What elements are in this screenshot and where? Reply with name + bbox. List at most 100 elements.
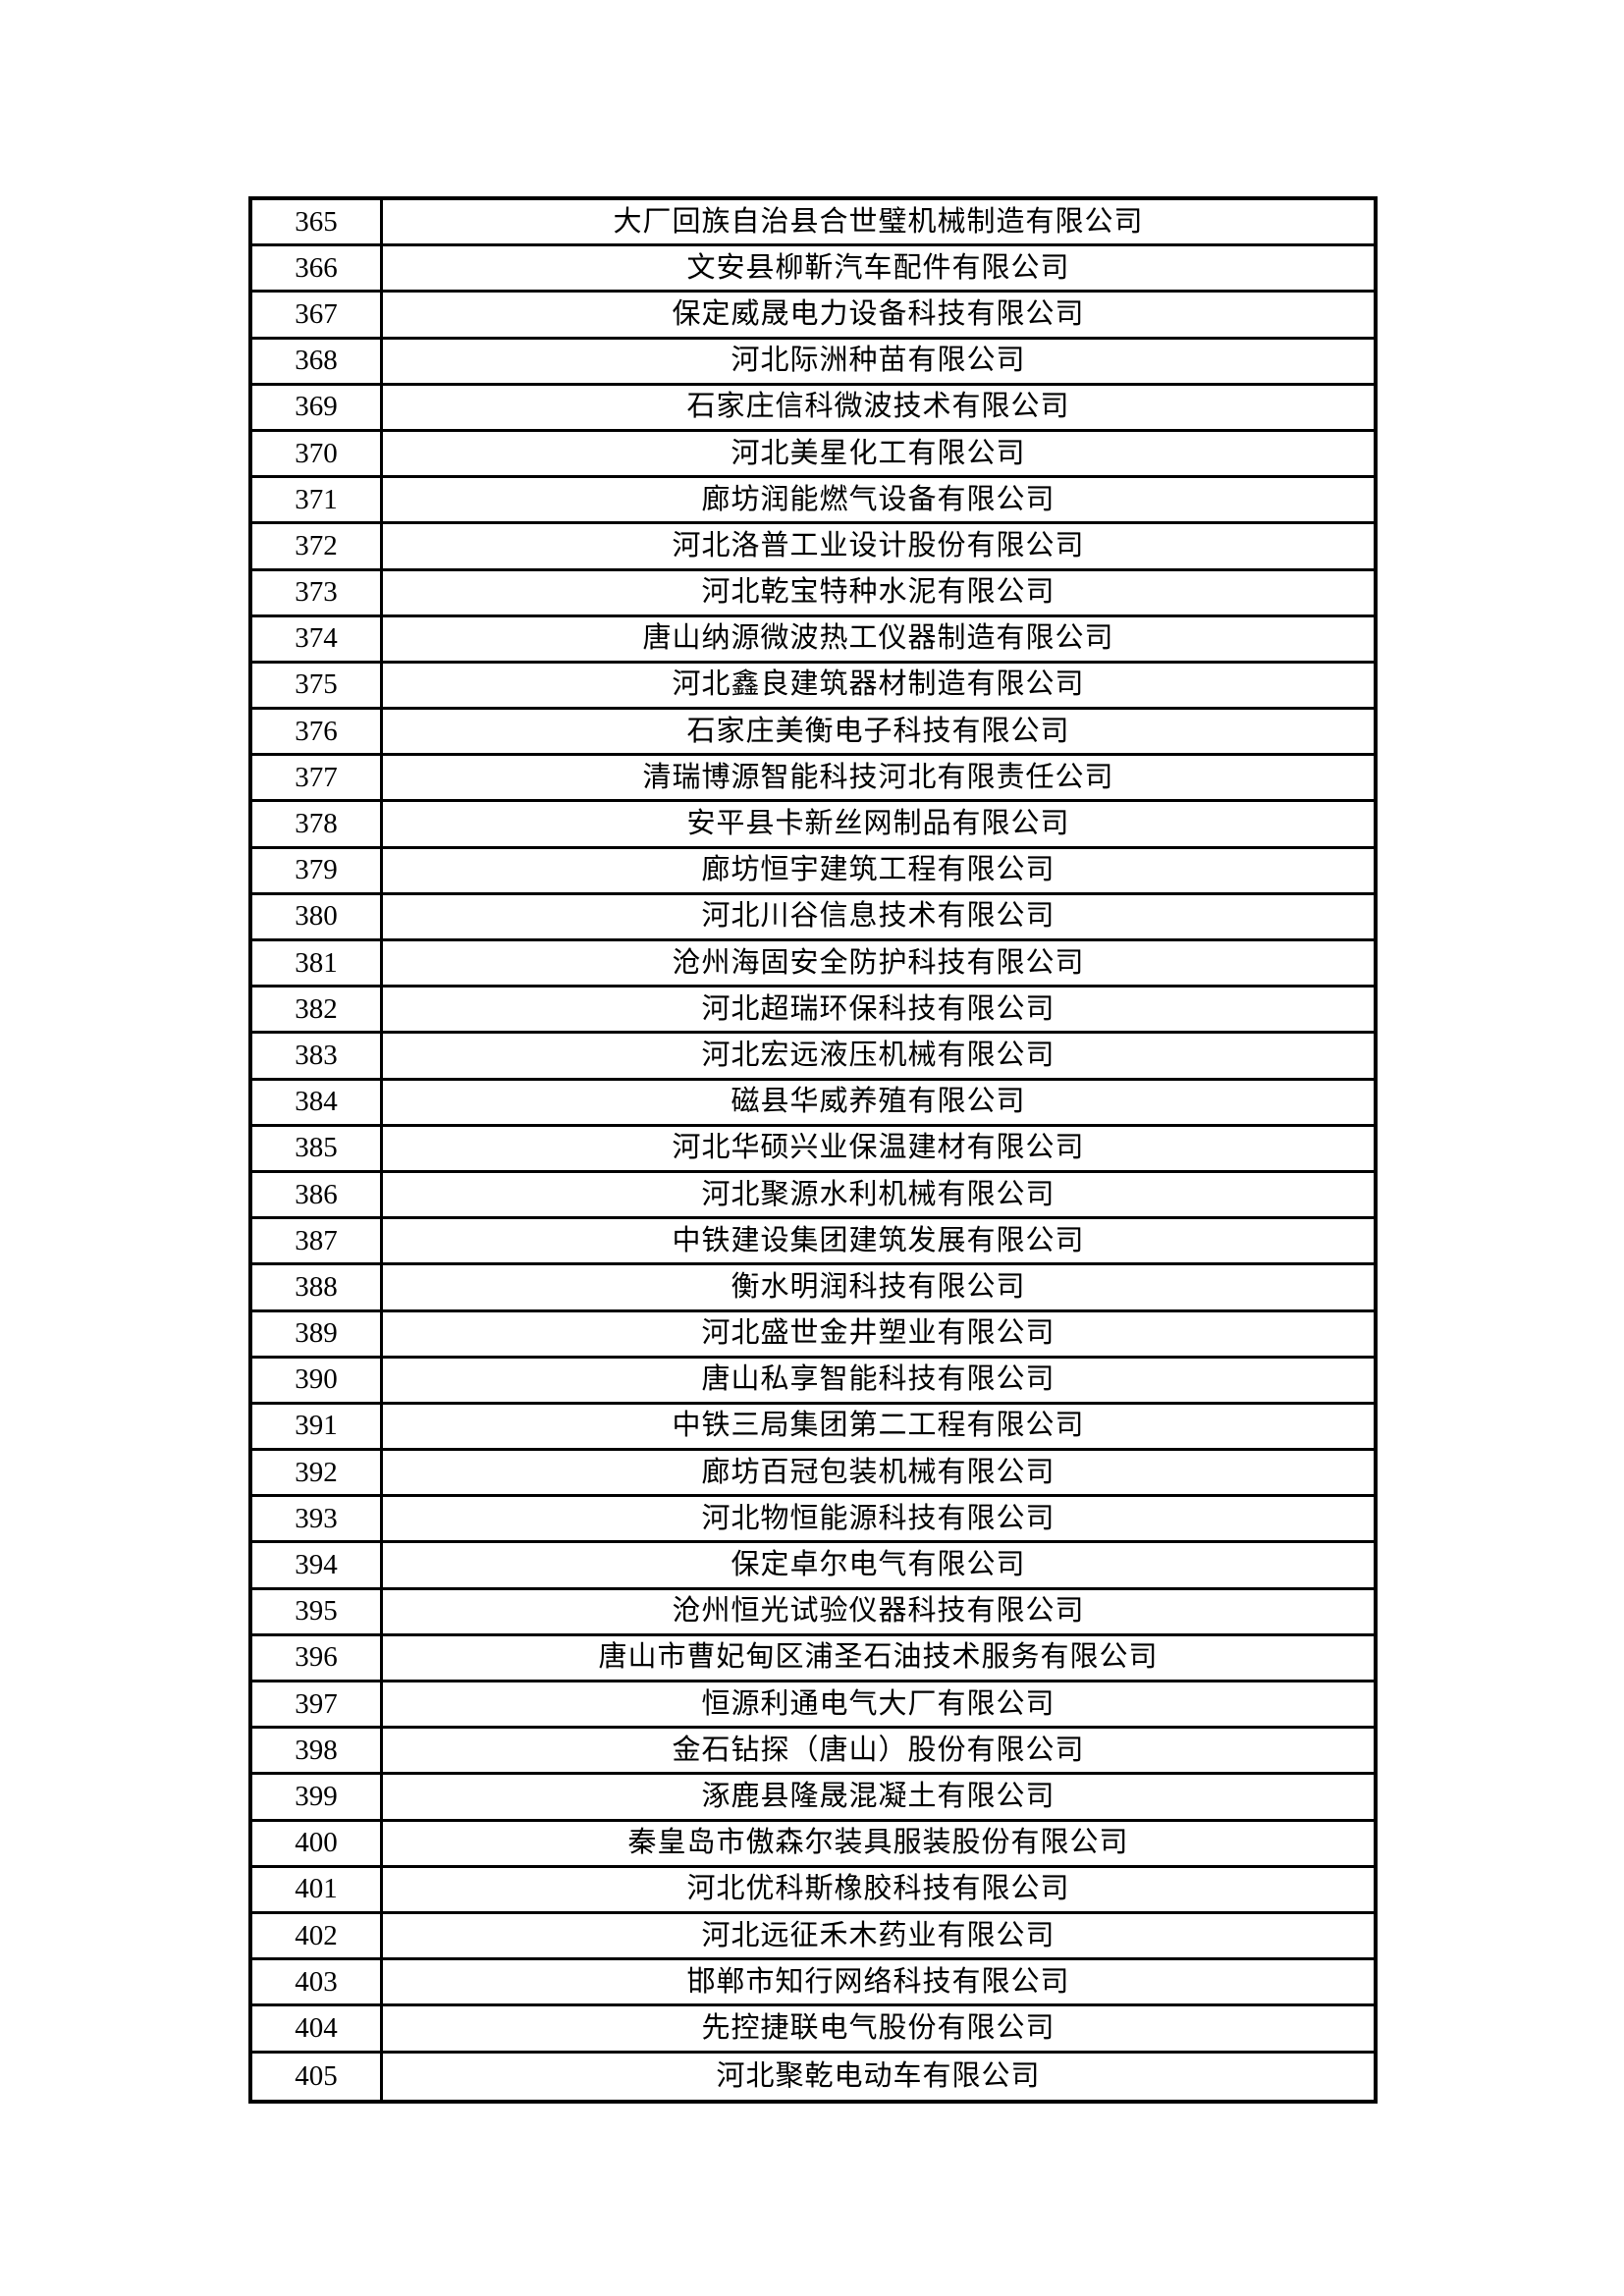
table-row: 389 河北盛世金井塑业有限公司: [252, 1311, 1374, 1359]
row-number-cell: 391: [252, 1404, 383, 1449]
row-number-cell: 388: [252, 1265, 383, 1309]
company-name-cell: 邯郸市知行网络科技有限公司: [686, 1965, 1070, 1998]
company-name-cell: 河北洛普工业设计股份有限公司: [672, 529, 1085, 561]
company-name-cell: 河北华硕兴业保温建材有限公司: [672, 1132, 1085, 1164]
company-name-cell: 河北鑫良建筑器材制造有限公司: [672, 668, 1085, 701]
table-row: 372 河北洛普工业设计股份有限公司: [252, 524, 1374, 571]
company-name-cell: 恒源利通电气大厂有限公司: [701, 1687, 1056, 1720]
company-name-cell: 沧州海固安全防护科技有限公司: [672, 946, 1085, 979]
company-name-cell: 河北优科斯橡胶科技有限公司: [686, 1873, 1070, 1905]
table-row: 388 衡水明润科技有限公司: [252, 1265, 1374, 1312]
table-row: 371 廊坊润能燃气设备有限公司: [252, 478, 1374, 525]
row-number-cell: 396: [252, 1635, 383, 1680]
row-number-cell: 398: [252, 1729, 383, 1773]
company-name-cell: 河北盛世金井塑业有限公司: [701, 1317, 1056, 1350]
company-name-cell: 先控捷联电气股份有限公司: [701, 2011, 1056, 2044]
company-name-cell: 河北超瑞环保科技有限公司: [701, 992, 1056, 1025]
company-name-cell: 河北际洲种苗有限公司: [731, 345, 1026, 377]
table-row: 366 文安县柳靳汽车配件有限公司: [252, 246, 1374, 294]
row-number-cell: 376: [252, 710, 383, 754]
row-number-cell: 404: [252, 2006, 383, 2051]
table-row: 376 石家庄美衡电子科技有限公司: [252, 710, 1374, 757]
row-number-cell: 390: [252, 1358, 383, 1402]
row-number-cell: 365: [252, 200, 383, 244]
table-row: 391 中铁三局集团第二工程有限公司: [252, 1404, 1374, 1452]
row-number-cell: 393: [252, 1497, 383, 1541]
company-name-cell: 廊坊润能燃气设备有限公司: [701, 483, 1056, 515]
company-name-cell: 安平县卡新丝网制品有限公司: [686, 808, 1070, 840]
company-name-cell: 河北川谷信息技术有限公司: [701, 900, 1056, 933]
company-name-cell: 石家庄信科微波技术有限公司: [686, 391, 1070, 423]
row-number-cell: 394: [252, 1543, 383, 1587]
table-row: 400 秦皇岛市傲森尔装具服装股份有限公司: [252, 1821, 1374, 1868]
company-name-cell: 秦皇岛市傲森尔装具服装股份有限公司: [627, 1827, 1129, 1859]
row-number-cell: 403: [252, 1960, 383, 2004]
company-name-cell: 河北物恒能源科技有限公司: [701, 1502, 1056, 1534]
table-row: 403 邯郸市知行网络科技有限公司: [252, 1960, 1374, 2007]
company-name-cell: 石家庄美衡电子科技有限公司: [686, 715, 1070, 747]
table-row: 387 中铁建设集团建筑发展有限公司: [252, 1219, 1374, 1266]
row-number-cell: 369: [252, 385, 383, 429]
table-row: 384 磁县华威养殖有限公司: [252, 1080, 1374, 1127]
company-name-cell: 磁县华威养殖有限公司: [731, 1086, 1026, 1118]
row-number-cell: 395: [252, 1589, 383, 1633]
row-number-cell: 371: [252, 478, 383, 522]
table-row: 399 涿鹿县隆晟混凝土有限公司: [252, 1775, 1374, 1822]
row-number-cell: 392: [252, 1451, 383, 1495]
row-number-cell: 386: [252, 1172, 383, 1217]
table-row: 373 河北乾宝特种水泥有限公司: [252, 570, 1374, 617]
company-name-cell: 文安县柳靳汽车配件有限公司: [686, 251, 1070, 284]
table-row: 378 安平县卡新丝网制品有限公司: [252, 802, 1374, 849]
row-number-cell: 397: [252, 1682, 383, 1727]
company-name-cell: 河北乾宝特种水泥有限公司: [701, 576, 1056, 609]
company-name-cell: 沧州恒光试验仪器科技有限公司: [672, 1595, 1085, 1628]
row-number-cell: 402: [252, 1913, 383, 1958]
row-number-cell: 384: [252, 1080, 383, 1124]
row-number-cell: 405: [252, 2053, 383, 2100]
table-row: 383 河北宏远液压机械有限公司: [252, 1034, 1374, 1081]
table-row: 393 河北物恒能源科技有限公司: [252, 1497, 1374, 1544]
row-number-cell: 401: [252, 1867, 383, 1911]
row-number-cell: 372: [252, 524, 383, 568]
row-number-cell: 382: [252, 988, 383, 1032]
table-row: 392 廊坊百冠包装机械有限公司: [252, 1451, 1374, 1498]
row-number-cell: 373: [252, 570, 383, 614]
company-name-cell: 河北远征禾木药业有限公司: [701, 1919, 1056, 1951]
row-number-cell: 367: [252, 293, 383, 337]
row-number-cell: 374: [252, 616, 383, 661]
table-row: 398 金石钻探（唐山）股份有限公司: [252, 1729, 1374, 1776]
table-row: 390 唐山私享智能科技有限公司: [252, 1358, 1374, 1405]
table-row: 397 恒源利通电气大厂有限公司: [252, 1682, 1374, 1730]
company-name-cell: 唐山市曹妃甸区浦圣石油技术服务有限公司: [598, 1641, 1159, 1674]
row-number-cell: 375: [252, 663, 383, 708]
row-number-cell: 380: [252, 894, 383, 938]
table-row: 367 保定威晟电力设备科技有限公司: [252, 293, 1374, 340]
company-table: 365 大厂回族自治县合世璧机械制造有限公司 366 文安县柳靳汽车配件有限公司 367…: [248, 196, 1378, 2104]
row-number-cell: 379: [252, 848, 383, 892]
table-row: 396 唐山市曹妃甸区浦圣石油技术服务有限公司: [252, 1635, 1374, 1682]
company-name-cell: 唐山私享智能科技有限公司: [701, 1363, 1056, 1396]
table-row: 386 河北聚源水利机械有限公司: [252, 1172, 1374, 1220]
company-name-cell: 衡水明润科技有限公司: [731, 1270, 1026, 1303]
company-name-cell: 河北美星化工有限公司: [731, 437, 1026, 469]
row-number-cell: 399: [252, 1775, 383, 1819]
company-name-cell: 清瑞博源智能科技河北有限责任公司: [642, 761, 1114, 793]
table-row: 395 沧州恒光试验仪器科技有限公司: [252, 1589, 1374, 1636]
company-name-cell: 中铁建设集团建筑发展有限公司: [672, 1224, 1085, 1256]
table-row: 374 唐山纳源微波热工仪器制造有限公司: [252, 616, 1374, 664]
company-name-cell: 河北聚乾电动车有限公司: [716, 2059, 1041, 2092]
table-row: 369 石家庄信科微波技术有限公司: [252, 385, 1374, 432]
company-name-cell: 廊坊恒宇建筑工程有限公司: [701, 854, 1056, 886]
company-name-cell: 唐山纳源微波热工仪器制造有限公司: [642, 622, 1114, 655]
row-number-cell: 368: [252, 339, 383, 383]
company-name-cell: 中铁三局集团第二工程有限公司: [672, 1410, 1085, 1442]
company-name-cell: 涿鹿县隆晟混凝土有限公司: [701, 1780, 1056, 1812]
row-number-cell: 377: [252, 756, 383, 800]
row-number-cell: 400: [252, 1821, 383, 1865]
table-row: 405 河北聚乾电动车有限公司: [252, 2053, 1374, 2100]
table-row: 394 保定卓尔电气有限公司: [252, 1543, 1374, 1590]
table-row: 375 河北鑫良建筑器材制造有限公司: [252, 663, 1374, 711]
company-name-cell: 保定威晟电力设备科技有限公司: [672, 297, 1085, 330]
row-number-cell: 383: [252, 1034, 383, 1078]
table-row: 404 先控捷联电气股份有限公司: [252, 2006, 1374, 2054]
